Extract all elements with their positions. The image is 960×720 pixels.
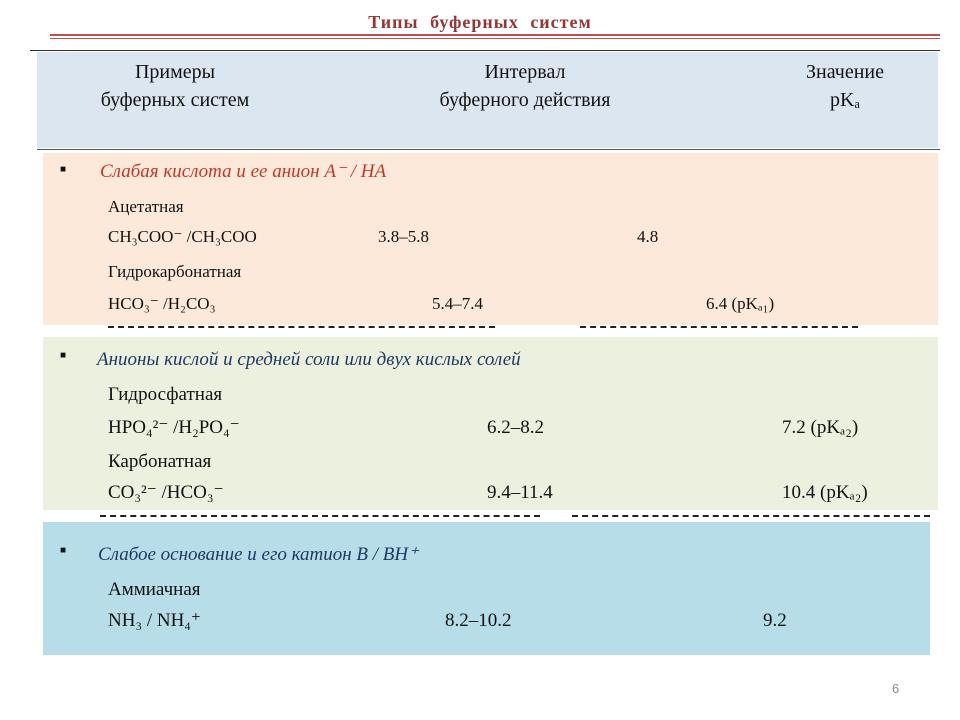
section-box: [43, 522, 930, 655]
separator: [580, 326, 858, 328]
interval: 5.4–7.4: [432, 294, 483, 313]
pka: 6.4 (pKₐ₁): [706, 294, 775, 313]
pka: 4.8: [637, 227, 659, 246]
header-rule: [30, 50, 940, 51]
buffer-name: Карбонатная: [108, 451, 212, 472]
header-cell: Примеры буферных систем: [45, 58, 305, 114]
title-rule: [50, 34, 940, 39]
pka: 9.2: [763, 610, 787, 631]
buffer-name: Аммиачная: [108, 579, 201, 600]
header-cell: Значение pKₐ: [715, 58, 960, 114]
pka: 10.4 (pKₐ₂): [782, 482, 868, 503]
formula: HCO₃⁻ /H₂CO₃: [108, 294, 216, 313]
header-text: Примеры: [134, 61, 216, 83]
header-text: Интервал: [484, 61, 566, 83]
separator: [100, 515, 540, 517]
section-heading: Анионы кислой и средней соли или двух ки…: [97, 349, 521, 370]
separator: [108, 326, 495, 328]
formula: NH₃ / NH₄⁺: [108, 610, 201, 631]
interval: 9.4–11.4: [487, 482, 553, 503]
buffer-name: Гидросфатная: [108, 384, 223, 405]
buffer-name: Ацетатная: [108, 197, 184, 216]
formula: CO₃²⁻ /HCO₃⁻: [108, 482, 224, 503]
section-box: [43, 337, 938, 510]
bullet: ■: [60, 545, 67, 556]
header-rule: [37, 149, 940, 150]
interval: 6.2–8.2: [487, 417, 544, 438]
header-text: pKₐ: [830, 89, 860, 111]
bullet: ■: [60, 350, 67, 361]
buffer-name: Гидрокарбонатная: [108, 262, 242, 281]
header-box: [37, 52, 938, 148]
formula: HPO₄²⁻ /H₂PO₄⁻: [108, 417, 240, 438]
section-heading: Слабое основание и его катион B / BH⁺: [98, 544, 419, 565]
header-text: Значение: [805, 61, 885, 83]
interval: 3.8–5.8: [378, 227, 429, 246]
separator: [572, 515, 930, 517]
section-heading: Слабая кислота и ее анион A⁻ / HA: [100, 161, 387, 182]
interval: 8.2–10.2: [445, 610, 512, 631]
header-cell: Интервал буферного действия: [395, 58, 655, 114]
header-text: буферного действия: [439, 89, 611, 111]
pka: 7.2 (pKₐ₂): [782, 417, 859, 438]
formula: CH₃COO⁻ /CH₃COO: [108, 227, 257, 246]
page-number: 6: [892, 681, 900, 696]
bullet: ■: [60, 164, 67, 175]
section-box: [43, 153, 938, 325]
header-text: буферных систем: [100, 89, 250, 111]
title: Типы буферных систем: [368, 12, 592, 32]
